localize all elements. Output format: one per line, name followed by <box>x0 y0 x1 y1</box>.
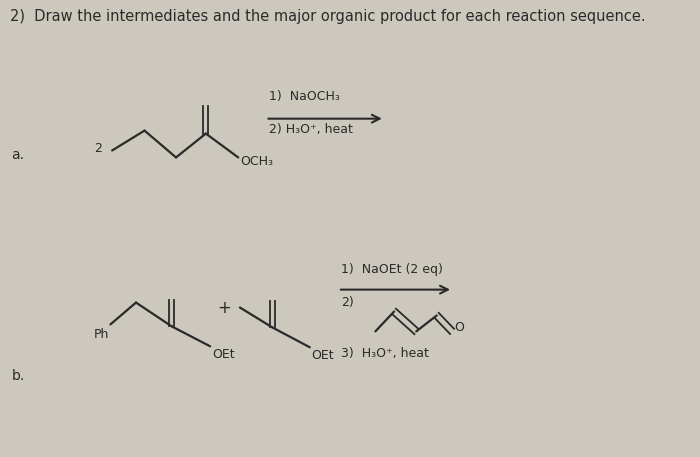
Text: OCH₃: OCH₃ <box>240 155 273 169</box>
Text: Ph: Ph <box>93 329 108 341</box>
Text: 2) H₃O⁺, heat: 2) H₃O⁺, heat <box>269 122 353 136</box>
Text: a.: a. <box>12 149 24 163</box>
Text: 1)  NaOCH₃: 1) NaOCH₃ <box>269 90 340 103</box>
Text: O: O <box>454 321 463 334</box>
Text: b.: b. <box>12 369 25 383</box>
Text: 1)  NaOEt (2 eq): 1) NaOEt (2 eq) <box>342 263 443 276</box>
Text: 2)  Draw the intermediates and the major organic product for each reaction seque: 2) Draw the intermediates and the major … <box>10 9 645 24</box>
Text: 3)  H₃O⁺, heat: 3) H₃O⁺, heat <box>342 347 429 360</box>
Text: +: + <box>218 298 232 317</box>
Text: 2): 2) <box>342 296 354 308</box>
Text: 2: 2 <box>94 142 102 155</box>
Text: OEt: OEt <box>312 349 334 362</box>
Text: OEt: OEt <box>212 348 234 361</box>
